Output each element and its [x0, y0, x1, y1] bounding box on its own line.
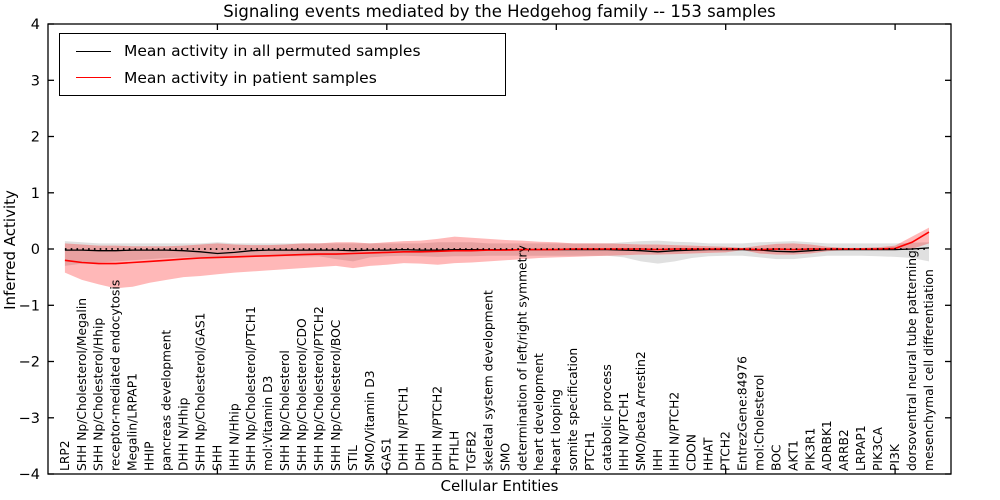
x-tick-label: PIK3R1 — [803, 428, 817, 471]
x-tick-label: LRP2 — [58, 440, 72, 471]
x-tick-label: mol:Cholesterol — [753, 375, 767, 471]
x-tick-label: BOC — [769, 445, 783, 472]
x-tick-label: SHH Np/Cholesterol/CDO — [295, 318, 309, 471]
x-tick-label: DHH — [414, 443, 428, 471]
x-tick-label: receptor-mediated endocytosis — [109, 280, 123, 471]
legend-label-permuted: Mean activity in all permuted samples — [124, 42, 421, 61]
patient-std-band — [64, 227, 929, 289]
x-tick-label: STIL — [346, 445, 360, 471]
x-tick-label: SHH Np/Cholesterol/BOC — [329, 320, 343, 471]
legend-line-sample-permuted — [76, 50, 111, 52]
x-tick-label: TGFB2 — [464, 431, 478, 472]
x-tick-label: skeletal system development — [481, 290, 495, 471]
legend: Mean activity in all permuted samples Me… — [59, 33, 506, 96]
legend-label-patient: Mean activity in patient samples — [124, 68, 377, 87]
legend-line-sample-patient — [76, 77, 111, 79]
x-tick-label: ADRBK1 — [820, 420, 834, 471]
x-tick-label: heart development — [532, 353, 546, 471]
x-tick-label: PTCH1 — [583, 431, 597, 471]
y-tick-label: 1 — [31, 186, 40, 202]
x-tick-label: Megalin/LRPAP1 — [126, 373, 140, 471]
y-tick-label: 2 — [31, 130, 40, 146]
x-tick-label: DHH N/Hhip — [176, 397, 190, 471]
x-tick-label: CDON — [685, 434, 699, 471]
x-tick-label: SMO — [498, 443, 512, 471]
x-tick-label: SHH Np/Cholesterol/GAS1 — [193, 313, 207, 471]
x-tick-label: PIK3CA — [871, 426, 885, 471]
y-tick-label: 4 — [31, 17, 40, 33]
x-tick-label: dorsoventral neural tube patterning — [905, 250, 919, 471]
x-tick-label: ARRB2 — [837, 429, 851, 471]
y-tick-label: −3 — [19, 411, 40, 427]
x-tick-label: IHH N/PTCH1 — [617, 392, 631, 471]
y-tick-label: 3 — [31, 73, 40, 89]
x-tick-label: DHH N/PTCH1 — [397, 386, 411, 471]
y-tick-label: −4 — [19, 467, 40, 483]
x-tick-label: PI3K — [888, 443, 902, 471]
x-tick-label: catabolic process — [600, 364, 614, 471]
x-tick-label: SMO/Vitamin D3 — [363, 370, 377, 471]
x-tick-label: AKT1 — [786, 440, 800, 471]
x-tick-label: mol:Vitamin D3 — [261, 376, 275, 471]
permuted-std-band — [64, 240, 929, 266]
x-tick-label: SHH Np/Cholesterol/Megalin — [75, 298, 89, 471]
x-tick-label: determination of left/right symmetry — [515, 245, 529, 471]
x-tick-label: SHH Np/Cholesterol — [278, 350, 292, 471]
x-tick-label: PTCH2 — [719, 431, 733, 471]
x-tick-label: SHH Np/Cholesterol/PTCH2 — [312, 306, 326, 471]
x-tick-label: SHH Np/Cholesterol/PTCH1 — [244, 306, 258, 471]
x-axis-label: Cellular Entities — [440, 477, 559, 495]
legend-entry-permuted: Mean activity in all permuted samples — [60, 42, 505, 60]
x-tick-label: LRPAP1 — [854, 425, 868, 471]
x-tick-label: EntrezGene:84976 — [736, 356, 750, 471]
x-tick-label: HHIP — [143, 441, 157, 471]
y-tick-label: 0 — [31, 242, 40, 258]
x-tick-label: mesenchymal cell differentiation — [922, 269, 936, 471]
legend-entry-patient: Mean activity in patient samples — [60, 69, 505, 87]
x-tick-label: SHH Np/Cholesterol/Hhip — [92, 318, 106, 471]
x-tick-label: IHH N/PTCH2 — [668, 392, 682, 471]
x-tick-label: SHH — [210, 445, 224, 471]
x-tick-label: heart looping — [549, 389, 563, 471]
y-tick-label: −1 — [19, 298, 40, 314]
x-tick-label: SMO/beta Arrestin2 — [634, 351, 648, 471]
x-tick-label: HHAT — [702, 437, 716, 471]
y-axis-label: Inferred Activity — [1, 190, 19, 310]
x-tick-label: DHH N/PTCH2 — [431, 386, 445, 471]
x-tick-label: IHH N/Hhip — [227, 403, 241, 471]
x-tick-label: pancreas development — [160, 330, 174, 471]
x-tick-label: PTHLH — [448, 431, 462, 471]
y-tick-label: −2 — [19, 355, 40, 371]
x-tick-label: IHH — [651, 449, 665, 471]
chart-title: Signaling events mediated by the Hedgeho… — [223, 2, 776, 21]
x-tick-label: somite specification — [566, 348, 580, 471]
x-tick-label: GAS1 — [380, 437, 394, 471]
